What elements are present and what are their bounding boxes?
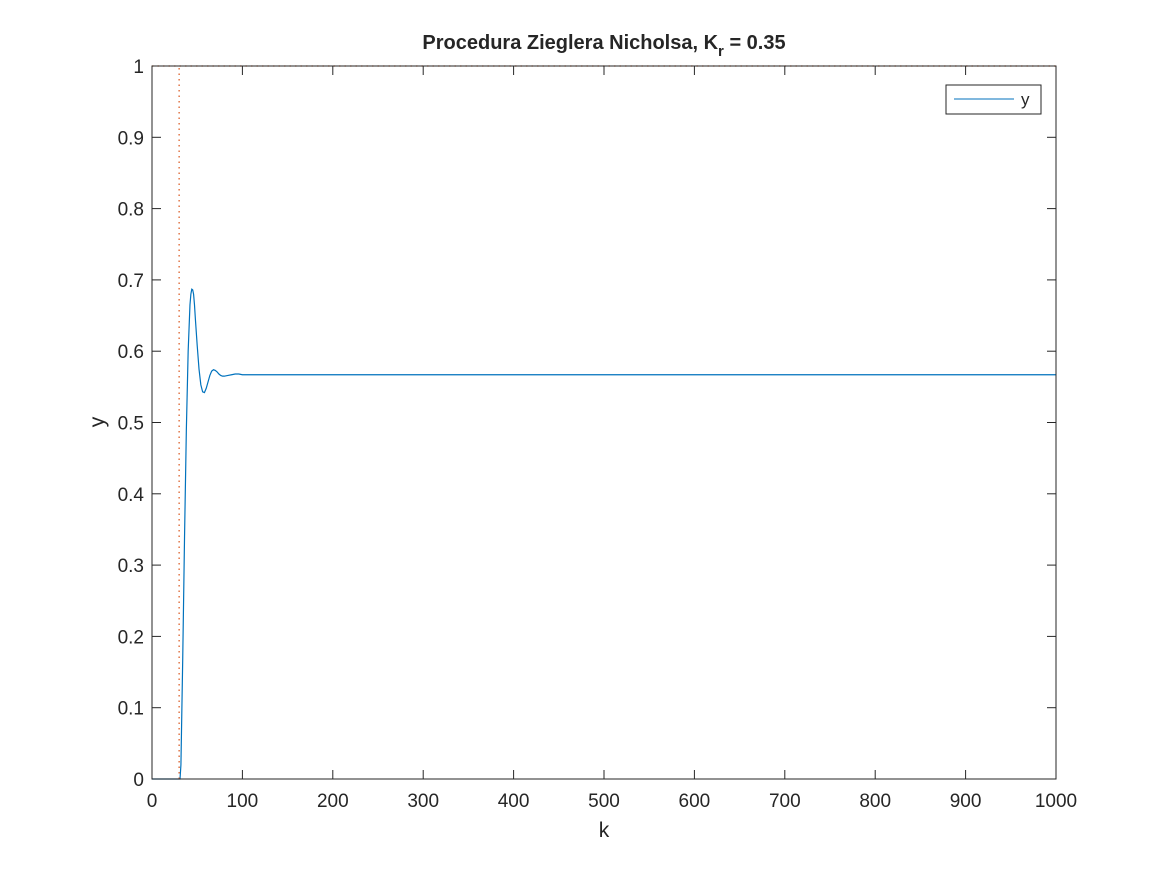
x-axis-label: k bbox=[599, 819, 610, 842]
chart-title-suffix: = 0.35 bbox=[724, 32, 786, 54]
y-tick-labels: 0 0.1 0.2 0.3 0.4 0.5 0.6 0.7 0.8 0.9 1 bbox=[118, 57, 145, 791]
y-tick-label: 0.2 bbox=[118, 627, 144, 648]
x-tick-label: 100 bbox=[227, 791, 259, 812]
x-tick-label: 900 bbox=[950, 791, 982, 812]
x-tick-label: 200 bbox=[317, 791, 349, 812]
x-tick-label: 0 bbox=[147, 791, 158, 812]
chart-title: Procedura Zieglera Nicholsa, Kr = 0.35 bbox=[422, 32, 785, 60]
legend: y bbox=[945, 84, 1042, 115]
y-tick-label: 0.6 bbox=[118, 342, 144, 363]
y-tick-label: 1 bbox=[133, 57, 144, 78]
y-tick-label: 0 bbox=[133, 770, 144, 791]
x-tick-label: 400 bbox=[498, 791, 530, 812]
y-tick-label: 0.9 bbox=[118, 128, 144, 149]
y-tick-label: 0.3 bbox=[118, 556, 144, 577]
legend-label-y: y bbox=[1021, 90, 1030, 109]
chart-title-subscript: r bbox=[718, 43, 724, 60]
y-axis-label: y bbox=[86, 416, 109, 427]
y-tick-label: 0.8 bbox=[118, 200, 144, 221]
y-tick-label: 0.5 bbox=[118, 414, 144, 435]
x-tick-label: 800 bbox=[859, 791, 891, 812]
tick-marks bbox=[151, 65, 1057, 780]
y-tick-label: 0.7 bbox=[118, 271, 144, 292]
y-tick-label: 0.4 bbox=[118, 485, 145, 506]
x-tick-labels: 0 100 200 300 400 500 600 700 800 900 1000 bbox=[147, 791, 1077, 812]
x-tick-label: 1000 bbox=[1035, 791, 1077, 812]
x-tick-label: 300 bbox=[407, 791, 439, 812]
series-line-0 bbox=[152, 288, 1056, 780]
x-tick-label: 700 bbox=[769, 791, 801, 812]
plot-area bbox=[152, 66, 1056, 779]
y-tick-label: 0.1 bbox=[118, 699, 144, 720]
x-tick-label: 500 bbox=[588, 791, 620, 812]
x-tick-label: 600 bbox=[679, 791, 711, 812]
chart-title-main: Procedura Zieglera Nicholsa, K bbox=[422, 32, 718, 54]
